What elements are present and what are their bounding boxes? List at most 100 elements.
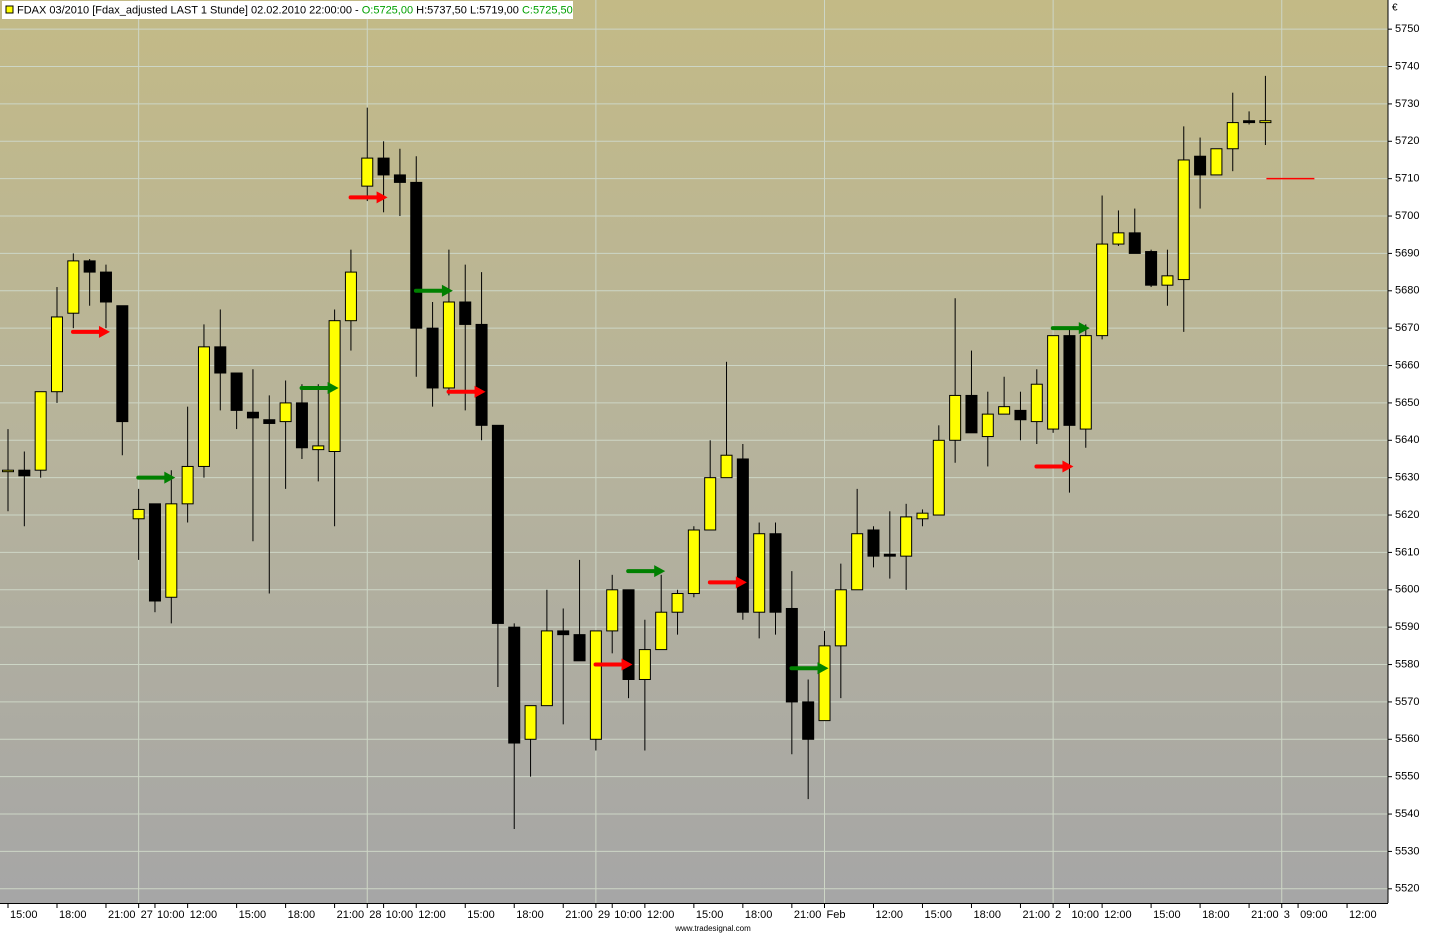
candle-body — [1145, 251, 1158, 286]
y-tick-label: 5640 — [1395, 434, 1419, 446]
y-tick-label: 5700 — [1395, 210, 1419, 222]
candle-body — [279, 402, 292, 423]
x-tick-label: 2 — [1055, 909, 1061, 921]
marks — [2, 75, 1315, 829]
candle-body — [426, 327, 439, 389]
candle-body — [263, 419, 276, 424]
candle-body — [132, 508, 145, 520]
signal-arrow — [626, 565, 666, 578]
candle-body — [1079, 335, 1092, 430]
x-tick-label: 15:00 — [1153, 909, 1181, 921]
y-tick-label: 5710 — [1395, 173, 1419, 185]
candle-body — [867, 529, 880, 557]
plot-area — [0, 0, 1388, 903]
candle-body — [508, 626, 521, 744]
candle-body — [18, 469, 31, 477]
candle-body — [720, 454, 733, 479]
signal-arrow-head — [817, 662, 829, 675]
y-tick-label: 5650 — [1395, 397, 1419, 409]
candle-body — [900, 516, 913, 557]
y-tick-label: 5740 — [1395, 60, 1419, 72]
candle-body — [1047, 335, 1060, 430]
header-title: FDAX 03/2010 [Fdax_adjusted LAST 1 Stund… — [17, 4, 359, 16]
candle-body — [50, 316, 63, 393]
x-tick-label: 10:00 — [386, 909, 414, 921]
signal-arrow-head — [654, 565, 666, 578]
y-tick-label: 5630 — [1395, 472, 1419, 484]
signal-arrow — [70, 325, 110, 338]
candle-body — [1096, 243, 1109, 337]
candle-body — [851, 533, 864, 591]
candle-body — [932, 439, 945, 516]
y-tick-label: 5560 — [1395, 733, 1419, 745]
candle-body — [769, 533, 782, 613]
x-tick-label: 10:00 — [157, 909, 185, 921]
candle-body — [116, 305, 129, 423]
x-tick-label: 12:00 — [647, 909, 675, 921]
signal-arrow-head — [164, 471, 176, 484]
signal-arrow — [413, 284, 453, 297]
y-tick-label: 5620 — [1395, 509, 1419, 521]
candle-body — [165, 503, 178, 598]
candle-body — [704, 477, 717, 531]
candle-body — [1128, 232, 1141, 254]
y-tick-label: 5690 — [1395, 247, 1419, 259]
candle-body — [981, 413, 994, 438]
signal-arrow — [593, 658, 633, 671]
signal-arrow-head — [1078, 322, 1090, 335]
x-tick-label: 12:00 — [1349, 909, 1377, 921]
signal-arrow — [707, 576, 747, 589]
candle-body — [638, 649, 651, 680]
x-tick-label: 15:00 — [467, 909, 495, 921]
signal-arrow-head — [735, 576, 747, 589]
x-tick-label: 15:00 — [696, 909, 724, 921]
x-tick-label: 15:00 — [10, 909, 38, 921]
candle-body — [1226, 122, 1239, 150]
y-tick-label: 5610 — [1395, 546, 1419, 558]
signal-arrow — [789, 662, 829, 675]
candle-body — [1030, 383, 1043, 423]
candle-body — [361, 157, 374, 187]
signal-arrow — [299, 381, 339, 394]
candle-body — [589, 630, 602, 740]
candle-body — [1014, 409, 1027, 421]
x-tick-label: 18:00 — [745, 909, 773, 921]
x-tick-label: 15:00 — [239, 909, 267, 921]
candle-body — [442, 301, 455, 389]
candle-body — [1112, 232, 1125, 245]
candle-body — [1161, 275, 1174, 286]
candle-body — [736, 458, 749, 613]
signal-arrow-head — [1062, 460, 1074, 473]
candle-body — [916, 512, 929, 520]
candle-body — [540, 630, 553, 707]
candle-body — [230, 372, 243, 411]
candle-body — [67, 260, 80, 314]
candle-body — [410, 181, 423, 329]
y-tick-label: 5720 — [1395, 135, 1419, 147]
candle-body — [671, 593, 684, 613]
y-tick-label: 5680 — [1395, 285, 1419, 297]
candle-body — [99, 271, 112, 303]
candle-body — [148, 503, 161, 602]
y-tick-label: 5590 — [1395, 621, 1419, 633]
x-tick-label: 12:00 — [1104, 909, 1132, 921]
x-tick-label: 21:00 — [1251, 909, 1279, 921]
x-tick-label: 29 — [598, 909, 610, 921]
candle-body — [1063, 335, 1076, 426]
y-tick-label: 5730 — [1395, 98, 1419, 110]
x-tick-label: 28 — [369, 909, 381, 921]
candle-body — [622, 589, 635, 680]
candle-body — [818, 645, 831, 722]
signal-arrow — [348, 191, 388, 204]
candle-body — [687, 529, 700, 595]
x-tick-label: 18:00 — [516, 909, 544, 921]
x-tick-label: 12:00 — [190, 909, 218, 921]
candle-body — [214, 346, 227, 374]
x-tick-label: 18:00 — [1202, 909, 1230, 921]
candle-body — [965, 394, 978, 434]
signal-arrow-head — [474, 385, 486, 398]
candle-body — [1210, 148, 1223, 176]
candle-body — [949, 394, 962, 441]
x-tick-label: 21:00 — [337, 909, 365, 921]
y-tick-label: 5660 — [1395, 359, 1419, 371]
